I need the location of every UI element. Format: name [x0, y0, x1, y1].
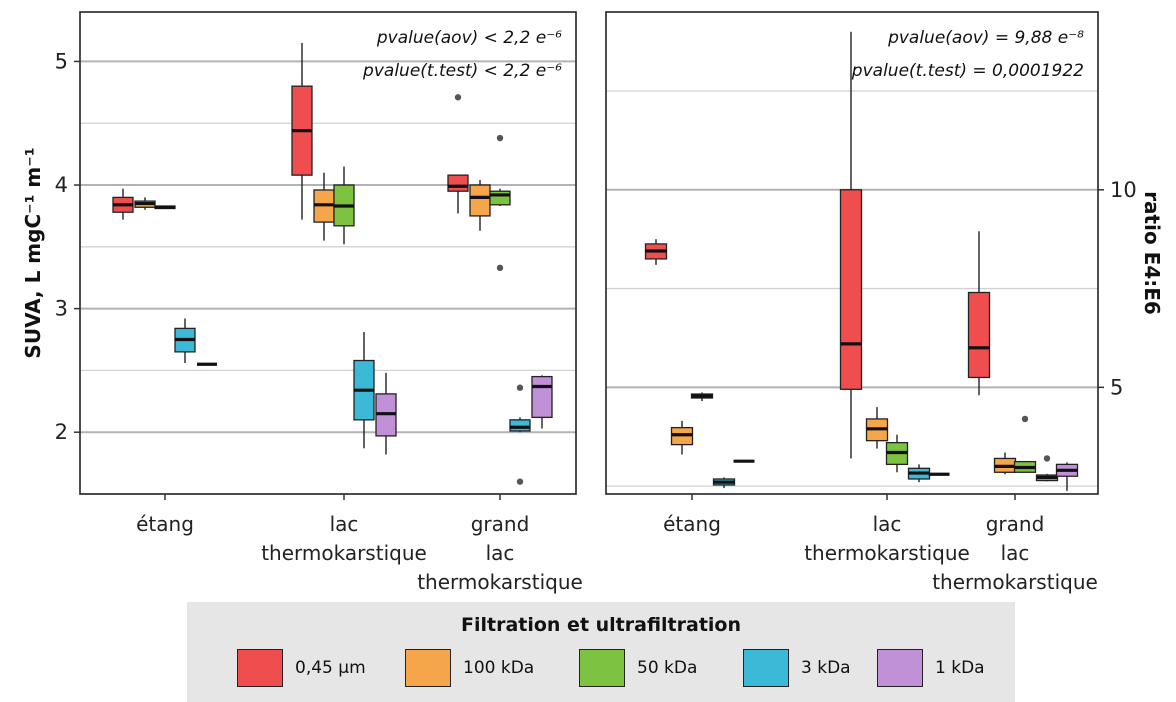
x-tick-label: étang — [136, 512, 194, 536]
legend-swatch-50kda — [579, 649, 625, 687]
box-1-kda-lac-thermokarstique — [375, 372, 397, 455]
box-100-kda-grand-lac-thermokarstique — [469, 180, 491, 231]
box-3-kda-etang — [712, 477, 736, 489]
y-tick-label: 3 — [55, 297, 68, 321]
box-50-kda-etang — [154, 205, 176, 210]
box-iqr — [531, 375, 553, 419]
box-iqr — [967, 291, 991, 379]
legend-swatch-1kda — [877, 649, 923, 687]
box-50-kda-grand-lac-thermokarstique — [489, 134, 511, 272]
pvalue-annotation: pvalue(t.test) = 0,0001922 — [851, 61, 1084, 81]
outlier-point — [516, 478, 524, 485]
legend-label-045um: 0,45 µm — [295, 658, 366, 678]
box-3-kda-lac-thermokarstique — [353, 332, 375, 449]
box-iqr — [469, 184, 491, 217]
box-50-kda-grand-lac-thermokarstique — [1013, 415, 1037, 473]
box-iqr — [489, 190, 511, 206]
y-tick-label: 5 — [55, 49, 68, 73]
legend-swatch-100kda — [405, 649, 451, 687]
box-0-45-m-lac-thermokarstique — [291, 42, 313, 220]
box-3-kda-etang — [174, 318, 196, 363]
x-tick-label: lac thermokarstique — [804, 512, 970, 565]
box-100-kda-etang — [134, 197, 156, 210]
legend: Filtration et ultrafiltration 0,45 µm 10… — [187, 602, 1015, 702]
legend-label-1kda: 1 kDa — [935, 658, 985, 678]
box-0-45-m-lac-thermokarstique — [839, 31, 863, 459]
legend-swatch-3kda — [743, 649, 789, 687]
box-0-45-m-etang — [112, 188, 134, 220]
box-100-kda-etang — [670, 420, 694, 455]
box-iqr — [839, 189, 863, 390]
outlier-point — [496, 134, 504, 142]
box-50-kda-etang — [690, 392, 714, 402]
legend-label-100kda: 100 kDa — [463, 658, 535, 678]
box-50-kda-lac-thermokarstique — [333, 166, 355, 245]
box-0-45-m-grand-lac-thermokarstique — [967, 231, 991, 396]
outlier-point — [1043, 455, 1051, 462]
box-3-kda-grand-lac-thermokarstique — [509, 384, 531, 485]
x-tick-label: grand lac thermokarstique — [417, 512, 583, 594]
x-tick-label: étang — [663, 512, 721, 536]
box-1-kda-grand-lac-thermokarstique — [531, 375, 553, 429]
y-axis-title: SUVA, L mgC⁻¹ m⁻¹ — [21, 147, 45, 358]
outlier-point — [1021, 415, 1029, 423]
pvalue-annotation: pvalue(aov) = 9,88 e⁻⁸ — [887, 28, 1084, 48]
chart-figure: 2 3 4 5 SUVA, L mgC⁻¹ m⁻¹ étang lac thermokarst… — [21, 11, 1164, 594]
legend-label-3kda: 3 kDa — [801, 658, 851, 678]
box-100-kda-lac-thermokarstique — [865, 407, 889, 449]
panel-left: 2 3 4 5 SUVA, L mgC⁻¹ m⁻¹ étang lac thermokarst… — [21, 11, 583, 594]
panel-frame — [79, 11, 577, 495]
x-tick-label: grand lac thermokarstique — [932, 512, 1098, 594]
legend-items: 0,45 µm 100 kDa 50 kDa 3 kDa 1 kDa — [187, 649, 1015, 687]
outlier-point — [454, 94, 462, 101]
box-3-kda-grand-lac-thermokarstique — [1035, 455, 1059, 482]
outlier-point — [516, 384, 524, 391]
y-axis-title: ratio E4:E6 — [1140, 191, 1164, 315]
box-1-kda-grand-lac-thermokarstique — [1055, 462, 1079, 491]
legend-label-50kda: 50 kDa — [637, 658, 698, 678]
y-tick-label: 5 — [1110, 375, 1123, 399]
legend-swatch-045um — [237, 649, 283, 687]
pvalue-annotation: pvalue(t.test) < 2,2 e⁻⁶ — [362, 61, 562, 81]
outlier-point — [496, 264, 504, 272]
y-tick-label: 4 — [55, 173, 68, 197]
box-100-kda-lac-thermokarstique — [313, 172, 335, 241]
panel-frame — [605, 11, 1099, 495]
y-tick-label: 10 — [1110, 178, 1137, 202]
legend-title: Filtration et ultrafiltration — [460, 614, 741, 636]
box-3-kda-lac-thermokarstique — [907, 464, 931, 483]
box-0-45-m-etang — [644, 239, 668, 265]
pvalue-annotation: pvalue(aov) < 2,2 e⁻⁶ — [376, 28, 562, 48]
y-tick-label: 2 — [55, 420, 68, 444]
box-100-kda-grand-lac-thermokarstique — [993, 452, 1017, 475]
box-50-kda-lac-thermokarstique — [885, 434, 909, 473]
box-0-45-m-grand-lac-thermokarstique — [447, 94, 469, 214]
x-tick-label: lac thermokarstique — [261, 512, 427, 565]
box-iqr — [447, 174, 469, 192]
box-iqr — [509, 419, 531, 432]
